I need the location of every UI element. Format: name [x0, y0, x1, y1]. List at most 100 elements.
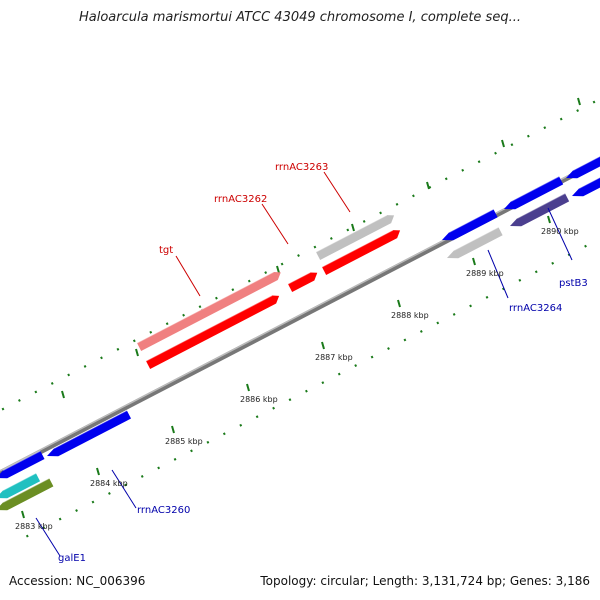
gene-rrnAC3263-rrna[interactable]	[316, 215, 395, 260]
inner-tick-dot	[329, 237, 333, 240]
tick-label: 2887 kbp	[315, 353, 353, 362]
gene-reverse-2889-bevel	[448, 208, 494, 233]
inner-tick-dot	[543, 126, 547, 130]
gene-reverse-2889[interactable]	[442, 209, 498, 241]
gene-rrnAC3263-rrna-bevel	[315, 214, 388, 253]
tick-label: 2889 kbp	[466, 269, 504, 278]
gene-cyan-left-bevel	[2, 472, 37, 491]
gene-label-galE1: galE1	[58, 553, 86, 564]
inner-tick-dot	[18, 399, 21, 402]
tick-labels: 2883 kbp 2884 kbp 2885 kbp 2886 kbp 2887 kbp…	[15, 227, 579, 531]
inner-tick-dot	[297, 254, 300, 257]
gene-reverse-left-bevel	[2, 450, 41, 471]
gene-rrnAC3260-bevel	[53, 409, 128, 449]
outer-tick-dot	[206, 440, 210, 444]
pstB3-label-line	[547, 207, 573, 261]
gene-reverse-left[interactable]	[0, 450, 45, 479]
tick-label: 2886 kbp	[240, 395, 278, 404]
tick-dots	[1, 100, 596, 538]
inner-tick-dot	[379, 211, 382, 215]
outer-tick-dot	[370, 355, 374, 359]
outer-tick-dot	[387, 347, 390, 350]
outer-tick-dot	[255, 415, 259, 419]
outer-major-tick	[276, 265, 280, 274]
scale-major-tick	[21, 510, 25, 519]
inner-tick-dot	[165, 322, 169, 326]
inner-tick-dot	[83, 364, 87, 368]
outer-tick-dot	[272, 406, 275, 410]
scale-major-tick	[321, 341, 325, 350]
gene-rrnAC3264-rrna[interactable]	[447, 227, 503, 259]
outer-tick-dot	[485, 295, 489, 299]
outer-tick-dot	[239, 423, 243, 427]
inner-tick-dot	[34, 390, 38, 394]
outer-tick-dot	[58, 517, 62, 521]
outer-tick-dot	[518, 278, 522, 282]
outer-tick-dot	[551, 261, 555, 265]
gene-reverse-edge[interactable]	[566, 156, 600, 179]
gene-rrnAC3263[interactable]	[322, 230, 401, 275]
rrnAC3264-label-line	[487, 249, 509, 299]
gene-features	[0, 155, 600, 511]
gene-reverse-2890-bevel	[510, 175, 560, 202]
gene-label-tgt: tgt	[159, 245, 173, 256]
inner-tick-dot	[116, 347, 120, 351]
rrnAC3260-label-line	[111, 469, 137, 509]
gene-galE1-bevel	[2, 477, 50, 503]
inner-tick-dot	[576, 109, 580, 113]
outer-tick-dot	[337, 372, 341, 376]
inner-tick-dot	[1, 407, 5, 411]
inner-tick-dot	[461, 168, 465, 172]
inner-tick-dot	[100, 356, 103, 360]
gene-reverse-2890[interactable]	[504, 176, 564, 210]
gene-label-rrnAC3260: rrnAC3260	[137, 505, 190, 516]
gene-label-rrnAC3264: rrnAC3264	[509, 303, 562, 314]
inner-tick-dot	[362, 219, 366, 223]
gene-pstB3[interactable]	[510, 193, 570, 227]
gene-rrnAC3263-bevel	[321, 229, 394, 268]
outer-major-tick	[577, 97, 581, 106]
galE1-label-line	[35, 517, 61, 557]
gene-tgt-light-bevel	[136, 271, 274, 344]
outer-tick-dot	[288, 398, 292, 402]
genome-stats-text: Topology: circular; Length: 3,131,724 bp…	[260, 574, 590, 588]
gene-tgt-light[interactable]	[137, 272, 281, 351]
inner-tick-dot	[510, 143, 514, 147]
tick-label: 2884 kbp	[90, 479, 128, 488]
inner-tick-dot	[231, 288, 235, 292]
gene-galE1[interactable]	[0, 478, 54, 511]
outer-tick-dot	[108, 492, 111, 495]
outer-tick-dot	[91, 500, 95, 504]
outer-tick-dot	[321, 381, 325, 385]
gene-label-rrnAC3263: rrnAC3263	[275, 162, 328, 173]
scale-major-tick	[472, 257, 476, 266]
outer-tick-dot	[25, 534, 29, 538]
gene-tgt-bevel	[145, 295, 273, 362]
scale-major-tick	[246, 383, 250, 392]
gene-reverse-edge-2[interactable]	[572, 174, 600, 197]
inner-tick-dot	[592, 100, 596, 104]
gene-tgt[interactable]	[146, 295, 280, 369]
inner-tick-dot	[477, 160, 481, 164]
gene-rrnAC3264-rrna-bevel	[453, 226, 499, 251]
gene-cyan-left[interactable]	[0, 473, 41, 499]
gene-rrnAC3260[interactable]	[47, 410, 132, 457]
outer-major-tick	[351, 223, 355, 232]
outer-major-tick	[61, 390, 65, 399]
gene-rrnAC3262[interactable]	[288, 272, 318, 292]
gene-label-pstB3: pstB3	[559, 278, 588, 289]
gene-pstB3-bevel	[516, 192, 566, 219]
inner-tick-dot	[494, 151, 497, 155]
gene-rrnAC3262-bevel	[287, 271, 311, 285]
inner-tick-dot	[412, 194, 415, 198]
inner-tick-dot	[247, 279, 251, 283]
inner-tick-dot	[215, 296, 218, 300]
tick-label: 2890 kbp	[541, 227, 579, 236]
outer-major-tick	[426, 181, 430, 190]
outer-major-tick	[501, 139, 505, 148]
inner-tick-dot	[280, 262, 284, 266]
outer-tick-dot	[469, 304, 472, 308]
outer-tick-dot	[452, 312, 456, 316]
